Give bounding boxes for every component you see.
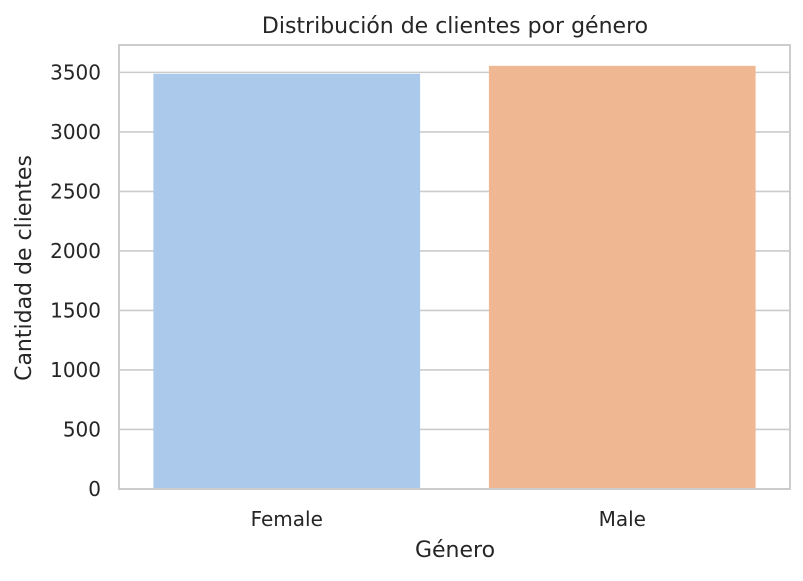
y-axis-label: Cantidad de clientes [12,155,37,381]
x-tick-labels: Female Male [251,507,646,531]
y-tick-label: 500 [63,417,101,441]
y-tick-label: 3500 [50,60,101,84]
y-tick-label: 3000 [50,120,101,144]
bars [153,65,756,490]
y-tick-labels: 0 500 1000 1500 2000 2500 3000 3500 [50,60,101,501]
y-tick-label: 2500 [50,179,101,203]
y-tick-label: 0 [88,477,101,501]
y-tick-label: 1500 [50,298,101,322]
bar-female [153,73,421,490]
axes-frame [118,44,791,490]
y-tick-label: 1000 [50,358,101,382]
chart-title: Distribución de clientes por género [262,14,648,39]
x-tick-label: Male [599,507,646,531]
plot-frame [118,44,791,490]
y-tick-label: 2000 [50,239,101,263]
bar-male [488,65,756,489]
x-tick-label: Female [251,507,323,531]
x-axis-label: Género [415,538,495,563]
